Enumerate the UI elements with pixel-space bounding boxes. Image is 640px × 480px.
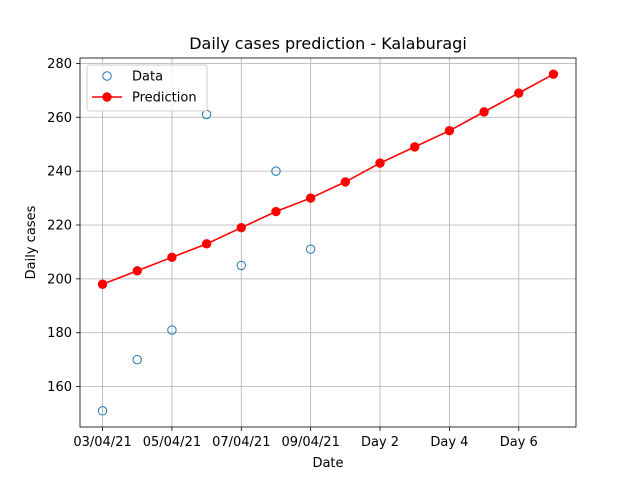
- y-tick-label: 280: [47, 57, 72, 72]
- legend-prediction-marker: [102, 92, 112, 102]
- y-tick-label: 260: [47, 111, 72, 126]
- x-axis-label: Date: [312, 456, 343, 471]
- prediction-point: [410, 142, 420, 152]
- prediction-point: [305, 193, 316, 203]
- prediction-point: [514, 88, 524, 98]
- y-tick-label: 200: [47, 272, 72, 287]
- x-tick-label: 03/04/21: [73, 435, 131, 450]
- series: [97, 69, 559, 416]
- axis-ticks: 03/04/21 05/04/21 07/04/21 09/04/21 Day 2 Day…: [47, 57, 538, 450]
- y-tick-label: 180: [47, 326, 72, 341]
- prediction-point: [375, 158, 385, 168]
- legend-data-label: Data: [132, 70, 163, 85]
- x-tick-label: 05/04/21: [143, 435, 201, 450]
- data-point: [271, 166, 281, 176]
- prediction-point: [236, 222, 246, 233]
- prediction-point: [444, 126, 455, 136]
- x-tick-label: Day 6: [500, 435, 538, 450]
- prediction-point: [167, 252, 177, 263]
- data-point: [305, 244, 316, 254]
- y-tick-label: 240: [47, 165, 72, 180]
- prediction-point: [201, 239, 212, 249]
- y-tick-label: 220: [47, 218, 72, 233]
- prediction-point: [340, 177, 351, 187]
- legend-prediction-label: Prediction: [132, 91, 197, 106]
- legend-data-marker: [102, 71, 112, 81]
- legend-box: [86, 64, 208, 112]
- legend: Data Prediction: [86, 64, 208, 112]
- prediction-line: [102, 73, 554, 285]
- plot-area-frame: [79, 57, 577, 428]
- prediction-point: [132, 266, 142, 276]
- x-tick-label: Day 4: [430, 435, 468, 450]
- data-point: [132, 354, 142, 365]
- x-tick-label: 09/04/21: [281, 435, 339, 450]
- grid: [80, 58, 576, 427]
- prediction-point: [97, 279, 108, 289]
- data-point: [167, 325, 177, 335]
- prediction-point: [548, 69, 559, 79]
- y-tick-label: 160: [47, 380, 72, 395]
- x-tick-label: Day 2: [361, 435, 399, 450]
- y-axis-label: Daily cases: [24, 205, 39, 279]
- data-point: [97, 406, 108, 416]
- data-point: [236, 260, 246, 271]
- prediction-point: [479, 107, 489, 117]
- x-tick-label: 07/04/21: [212, 435, 270, 450]
- chart-title: Daily cases prediction - Kalaburagi: [189, 34, 467, 53]
- prediction-point: [271, 206, 281, 217]
